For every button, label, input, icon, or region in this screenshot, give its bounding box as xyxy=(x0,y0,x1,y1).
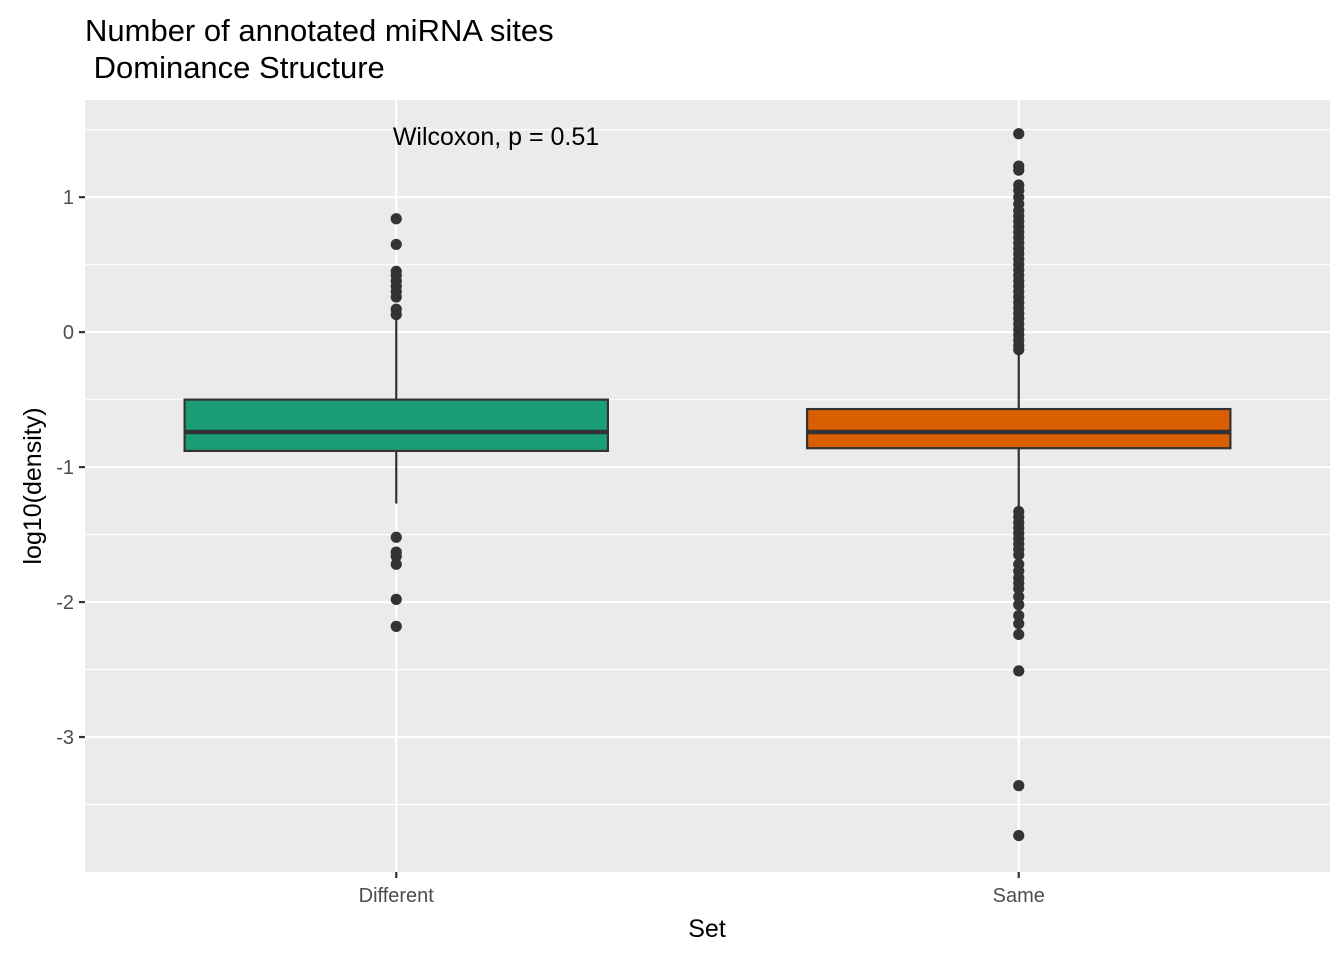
box-different xyxy=(183,213,609,632)
outlier-point xyxy=(1013,164,1025,176)
y-tick-label: -3 xyxy=(56,727,74,749)
wilcoxon-annotation: Wilcoxon, p = 0.51 xyxy=(393,123,599,151)
outlier-point xyxy=(390,213,402,225)
outlier-point xyxy=(1013,549,1025,561)
x-tick-label: Different xyxy=(359,885,435,907)
outlier-point xyxy=(1013,599,1025,611)
y-axis: 1 0 -1 -2 -3 xyxy=(56,187,85,749)
outlier-point xyxy=(1013,628,1025,641)
outlier-point xyxy=(390,558,402,570)
y-tick-label: 0 xyxy=(63,322,74,344)
outlier-point xyxy=(1013,665,1025,677)
outlier-point xyxy=(390,620,402,632)
outlier-point xyxy=(390,238,402,251)
outlier-point xyxy=(390,593,402,605)
outlier-point xyxy=(390,550,402,562)
outlier-point xyxy=(390,531,402,543)
y-tick-label: 1 xyxy=(63,187,74,209)
outlier-point xyxy=(1013,582,1025,595)
x-axis: Different Same xyxy=(359,872,1045,907)
box-iqr xyxy=(805,407,1232,450)
plot-panel xyxy=(85,100,1330,872)
outlier-point xyxy=(390,291,402,303)
chart-subtitle: Dominance Structure xyxy=(85,50,385,85)
x-tick-label: Same xyxy=(993,885,1045,907)
box-iqr xyxy=(183,398,609,453)
outlier-point xyxy=(1013,344,1025,356)
box-same xyxy=(805,128,1232,842)
outlier-point xyxy=(390,308,402,321)
y-axis-title: log10(density) xyxy=(19,407,47,564)
y-tick-label: -1 xyxy=(56,457,74,479)
outlier-point xyxy=(1013,780,1025,792)
chart-title: Number of annotated miRNA sites xyxy=(85,13,554,48)
x-axis-title: Set xyxy=(688,915,726,943)
outlier-point xyxy=(1013,618,1025,630)
outlier-point xyxy=(1013,829,1025,842)
outlier-point xyxy=(1013,591,1025,603)
outlier-point xyxy=(1013,609,1025,622)
boxes-layer xyxy=(183,128,1232,842)
y-tick-label: -2 xyxy=(56,592,74,614)
outlier-point xyxy=(1013,128,1025,140)
